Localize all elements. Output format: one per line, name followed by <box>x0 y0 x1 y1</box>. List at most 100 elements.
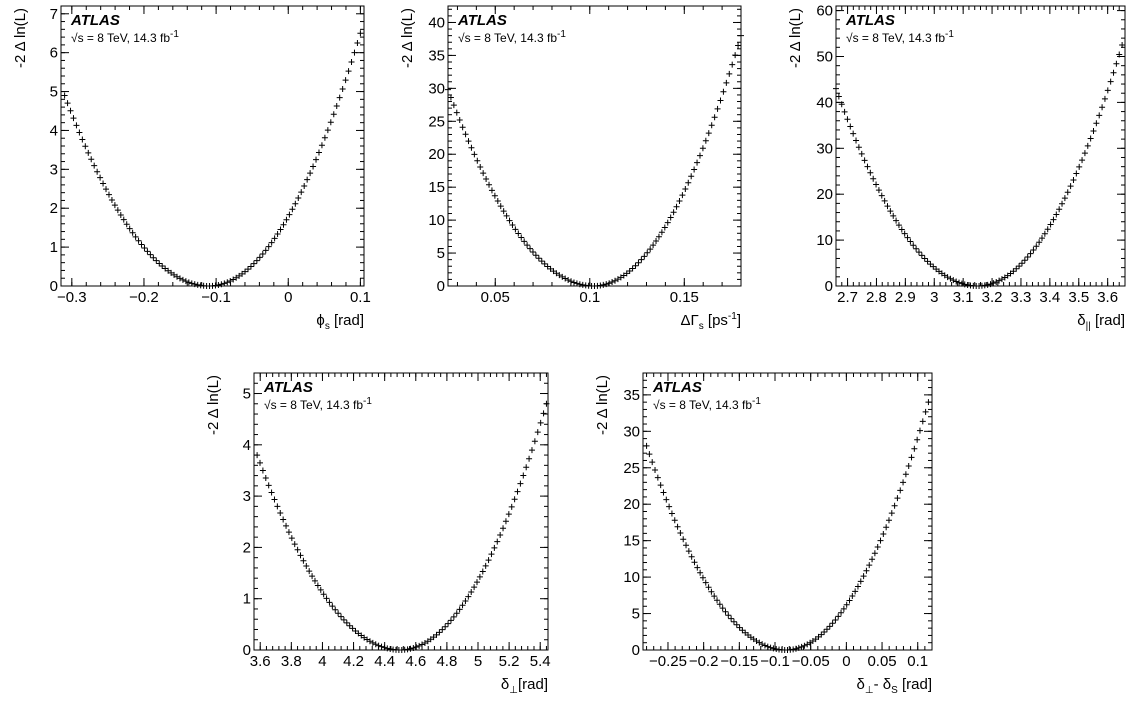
y-axis-label: -2 Δ ln(L) <box>787 8 804 68</box>
scan-point <box>641 253 648 260</box>
scan-point <box>332 606 339 613</box>
scan-point <box>702 579 709 586</box>
scan-point <box>277 510 284 517</box>
scan-point <box>485 557 492 564</box>
scan-point <box>79 136 86 143</box>
scan-point <box>1030 247 1037 254</box>
scan-point <box>488 551 495 558</box>
x-tick-label: −0.15 <box>720 653 758 670</box>
scan-point <box>433 631 440 638</box>
scan-point <box>176 275 183 282</box>
scan-point <box>818 631 825 638</box>
scan-point <box>829 620 836 627</box>
scan-point <box>103 186 110 193</box>
x-tick-label: 3.1 <box>953 289 974 306</box>
scan-point <box>191 281 198 288</box>
scan-point <box>792 645 799 652</box>
scan-point <box>632 262 639 269</box>
minor-ticks <box>835 6 1126 287</box>
x-axis-label: ϕs [rad] <box>316 312 364 332</box>
plot-frame <box>447 5 742 287</box>
x-tick-label: 3.8 <box>281 653 302 670</box>
scan-point <box>1070 176 1077 183</box>
scan-point <box>381 644 388 651</box>
y-tick-label: 5 <box>50 84 58 101</box>
y-tick-label: 30 <box>428 80 445 97</box>
scan-point <box>950 277 957 284</box>
scan-point <box>442 623 449 630</box>
scan-point <box>835 613 842 620</box>
scan-point <box>482 562 489 569</box>
scan-point <box>274 503 281 510</box>
scan-point <box>505 511 512 518</box>
scan-point <box>894 495 901 502</box>
scan-point <box>413 644 420 651</box>
scan-point <box>511 496 518 503</box>
x-tick-label: 4.6 <box>405 653 426 670</box>
scan-point <box>682 186 689 193</box>
scan-point <box>354 39 361 46</box>
scan-point <box>676 197 683 204</box>
scan-point <box>453 610 460 617</box>
scan-points <box>445 32 744 289</box>
scan-point <box>64 100 71 107</box>
scan-point <box>853 137 860 144</box>
scan-point <box>643 442 650 449</box>
scan-point <box>658 229 665 236</box>
scan-point <box>1047 221 1054 228</box>
scan-point <box>685 548 692 555</box>
scan-point <box>661 224 668 231</box>
scan-point <box>890 212 897 219</box>
scan-point <box>629 265 636 272</box>
scan-point <box>1041 230 1048 237</box>
scan-point <box>179 276 186 283</box>
x-tick-label: −0.1 <box>760 653 790 670</box>
scan-point <box>307 170 314 177</box>
scan-point <box>711 114 718 121</box>
scan-point <box>333 103 340 110</box>
y-tick-label: 2 <box>50 200 58 217</box>
scan-point <box>863 567 870 574</box>
scan-point <box>653 238 660 245</box>
minor-ticks <box>448 6 742 287</box>
scan-point <box>304 176 311 183</box>
scan-point <box>663 496 670 503</box>
scan-point <box>314 582 321 589</box>
scan-point <box>298 189 305 196</box>
x-tick-label: 2.7 <box>837 289 858 306</box>
x-tick-label: −0.3 <box>57 289 87 306</box>
scan-point <box>905 462 912 469</box>
x-tick-label: 4.8 <box>436 653 457 670</box>
scan-point <box>97 174 104 181</box>
scan-point <box>503 212 510 219</box>
scan-point <box>329 603 336 610</box>
scan-point <box>993 279 1000 286</box>
scan-point <box>262 247 269 254</box>
scan-point <box>494 198 501 205</box>
scan-point <box>502 518 509 525</box>
x-tick-label: 3.5 <box>1068 289 1089 306</box>
scan-point <box>419 641 426 648</box>
scan-point <box>514 488 521 495</box>
scan-point <box>911 445 918 452</box>
scan-point <box>846 597 853 604</box>
scan-point <box>568 278 575 285</box>
scan-point <box>1090 127 1097 134</box>
scan-point <box>858 150 865 157</box>
x-tick-label: 0.05 <box>867 653 896 670</box>
scan-point <box>265 482 272 489</box>
scan-point <box>705 584 712 591</box>
y-tick-label: 40 <box>816 94 833 111</box>
y-tick-label: 30 <box>623 423 640 440</box>
scan-point <box>1024 254 1031 261</box>
scan-point <box>880 531 887 538</box>
scan-point <box>987 281 994 288</box>
scan-point <box>384 645 391 652</box>
scan-point <box>108 196 115 203</box>
scan-point <box>534 429 541 436</box>
scan-point <box>671 517 678 524</box>
scan-point <box>603 281 610 288</box>
scan-point <box>76 129 83 136</box>
y-tick-label: 0 <box>437 278 445 295</box>
x-tick-label: 0.1 <box>350 289 371 306</box>
